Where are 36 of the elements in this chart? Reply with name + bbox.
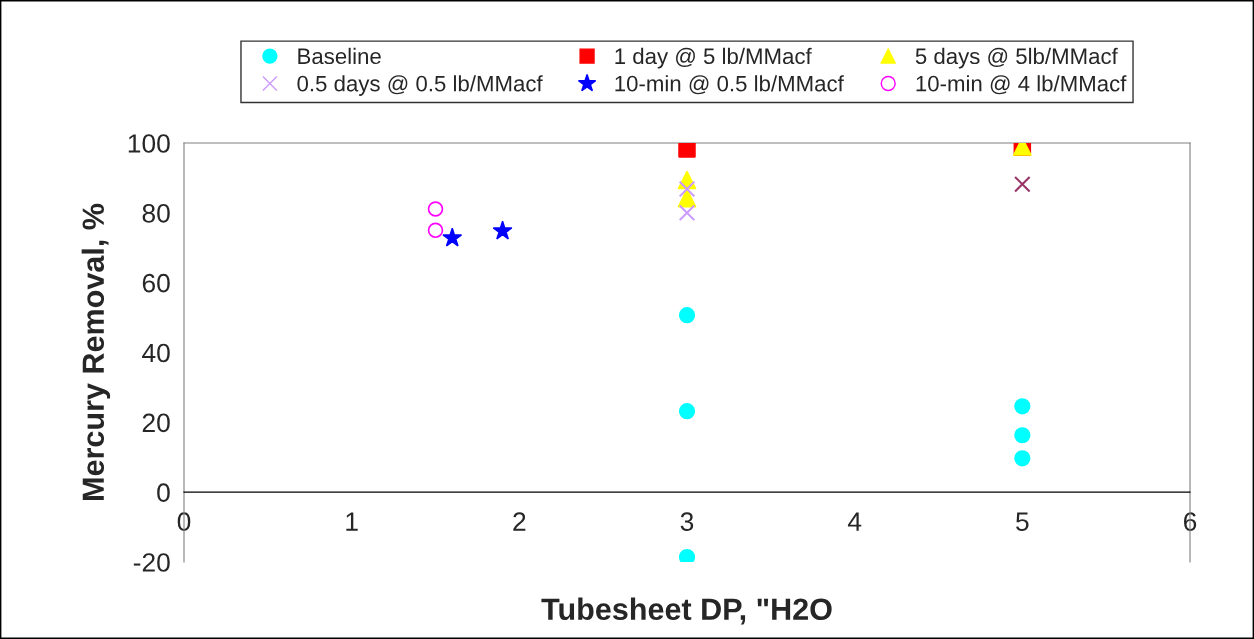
- point: [678, 204, 696, 222]
- x-tick-label: 5: [1016, 512, 1029, 531]
- point: [442, 227, 463, 247]
- point: [678, 180, 696, 198]
- y-tick-label: 20: [142, 413, 170, 433]
- point: [1014, 398, 1031, 415]
- point: [1014, 427, 1031, 444]
- x-tick-label: 3: [680, 512, 694, 531]
- legend-label: 10-min @ 4 lb/MMacf: [916, 75, 1127, 95]
- point: [678, 307, 696, 324]
- y-axis-title: Mercury Removal, %: [81, 203, 111, 500]
- point: [427, 222, 444, 239]
- legend-label: 10-min @ 0.5 lb/MMacf: [615, 75, 844, 95]
- y-tick-label: 0: [157, 483, 170, 502]
- x-tick-label: 4: [847, 512, 862, 531]
- x-tick-label: 2: [513, 512, 526, 531]
- y-tick-label: 40: [142, 343, 170, 363]
- point: [492, 220, 513, 240]
- point: [677, 188, 697, 208]
- x-axis-title: Tubesheet DP, "H2O: [541, 597, 832, 625]
- legend-label: 1 day @ 5 lb/MMacf: [615, 47, 812, 69]
- y-tick-label: 60: [142, 273, 170, 293]
- y-tick-label: 80: [142, 203, 170, 223]
- point: [678, 143, 696, 158]
- legend-label: Baseline: [298, 47, 381, 65]
- point: [427, 201, 444, 217]
- x-tick-label: 1: [346, 512, 358, 531]
- x-tick-label: 6: [1184, 512, 1197, 531]
- point: [1014, 175, 1031, 193]
- x-tick-label: 0: [177, 512, 191, 531]
- point: [1014, 450, 1031, 467]
- legend-label: 5 days @ 5lb/MMacf: [915, 47, 1118, 69]
- y-tick-label: 100: [128, 134, 170, 153]
- legend-label: 0.5 days @ 0.5 lb/MMacf: [297, 75, 543, 96]
- point: [678, 403, 696, 420]
- y-tick-label: -20: [133, 553, 170, 572]
